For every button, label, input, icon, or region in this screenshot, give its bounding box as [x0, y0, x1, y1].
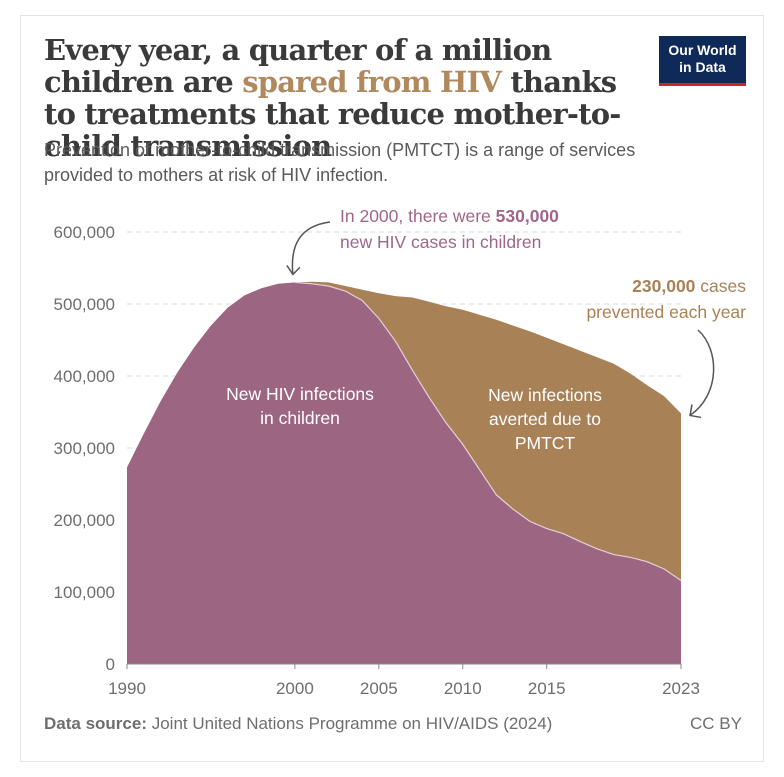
license[interactable]: CC BY: [690, 714, 742, 733]
annotation-prevented-line1: 230,000 cases: [632, 276, 746, 296]
data-source-label: Data source:: [44, 714, 147, 733]
annotation-2000-line1: In 2000, there were 530,000: [340, 206, 559, 226]
series-label-infections: New HIV infections in children: [226, 384, 374, 428]
x-tick-label: 2005: [360, 679, 398, 698]
x-tick-label: 1990: [108, 679, 146, 698]
annotation-prevented-arrow: [689, 329, 715, 417]
area-infections-averted: [127, 281, 681, 581]
annotation-prevented-line2: prevented each year: [586, 302, 746, 322]
y-tick-label: 100,000: [54, 583, 115, 602]
series-label-line: averted due to: [489, 409, 601, 429]
series-label-line: New infections: [488, 385, 602, 405]
y-tick-label: 0: [106, 655, 115, 674]
series-labels: New HIV infections in children New infecti…: [226, 384, 602, 453]
chart-frame: [20, 15, 764, 762]
chart-areas: [127, 281, 682, 664]
annotation-2000-arrowhead: [286, 264, 301, 276]
annotation-prevented-value: 230,000: [632, 276, 696, 296]
area-new-hiv-infections: [127, 282, 681, 664]
y-tick-label: 300,000: [54, 439, 115, 458]
series-label-line: New HIV infections: [226, 384, 374, 404]
y-tick-label: 200,000: [54, 511, 115, 530]
series-label-line: in children: [260, 408, 340, 428]
chart-subtitle: Prevention of mother-to-child transmissi…: [44, 140, 636, 185]
series-label-line: PMTCT: [515, 433, 576, 453]
x-tick-label: 2010: [444, 679, 482, 698]
chart-title: Every year, a quarter of a million child…: [44, 34, 644, 162]
annotation-prevented-arrowhead: [689, 404, 702, 419]
y-tick-label: 500,000: [54, 295, 115, 314]
annotation-2000-value: 530,000: [496, 206, 560, 226]
annotation-2000-arrow: [291, 221, 331, 275]
annotation-prevented-text: cases: [695, 276, 746, 296]
data-source: Data source: Joint United Nations Progra…: [44, 714, 552, 734]
series-label-averted: New infections averted due to PMTCT: [488, 385, 602, 453]
title-highlight: spared from HIV: [242, 65, 502, 99]
x-tick-label: 2015: [528, 679, 566, 698]
axes: 0 100,000 200,000 300,000 400,000 500,000 600,…: [54, 223, 700, 698]
logo-line-1: Our World: [668, 42, 737, 58]
title-text-end: thanks to treatments that reduce mother-…: [44, 65, 621, 163]
x-tick-label: 2023: [662, 679, 700, 698]
logo-line-2: in Data: [679, 59, 726, 75]
title-text-start: Every year, a quarter of a million child…: [44, 33, 552, 99]
data-source-text[interactable]: Joint United Nations Programme on HIV/AI…: [146, 714, 553, 733]
x-tick-label: 2000: [276, 679, 314, 698]
area-boundary-line: [294, 281, 682, 581]
annotations: In 2000, there were 530,000 new HIV cases…: [286, 206, 746, 419]
owid-logo[interactable]: Our World in Data: [659, 36, 746, 86]
y-tick-label: 600,000: [54, 223, 115, 242]
y-tick-label: 400,000: [54, 367, 115, 386]
annotation-2000-text: In 2000, there were: [340, 206, 496, 226]
annotation-2000-line2: new HIV cases in children: [340, 232, 541, 252]
